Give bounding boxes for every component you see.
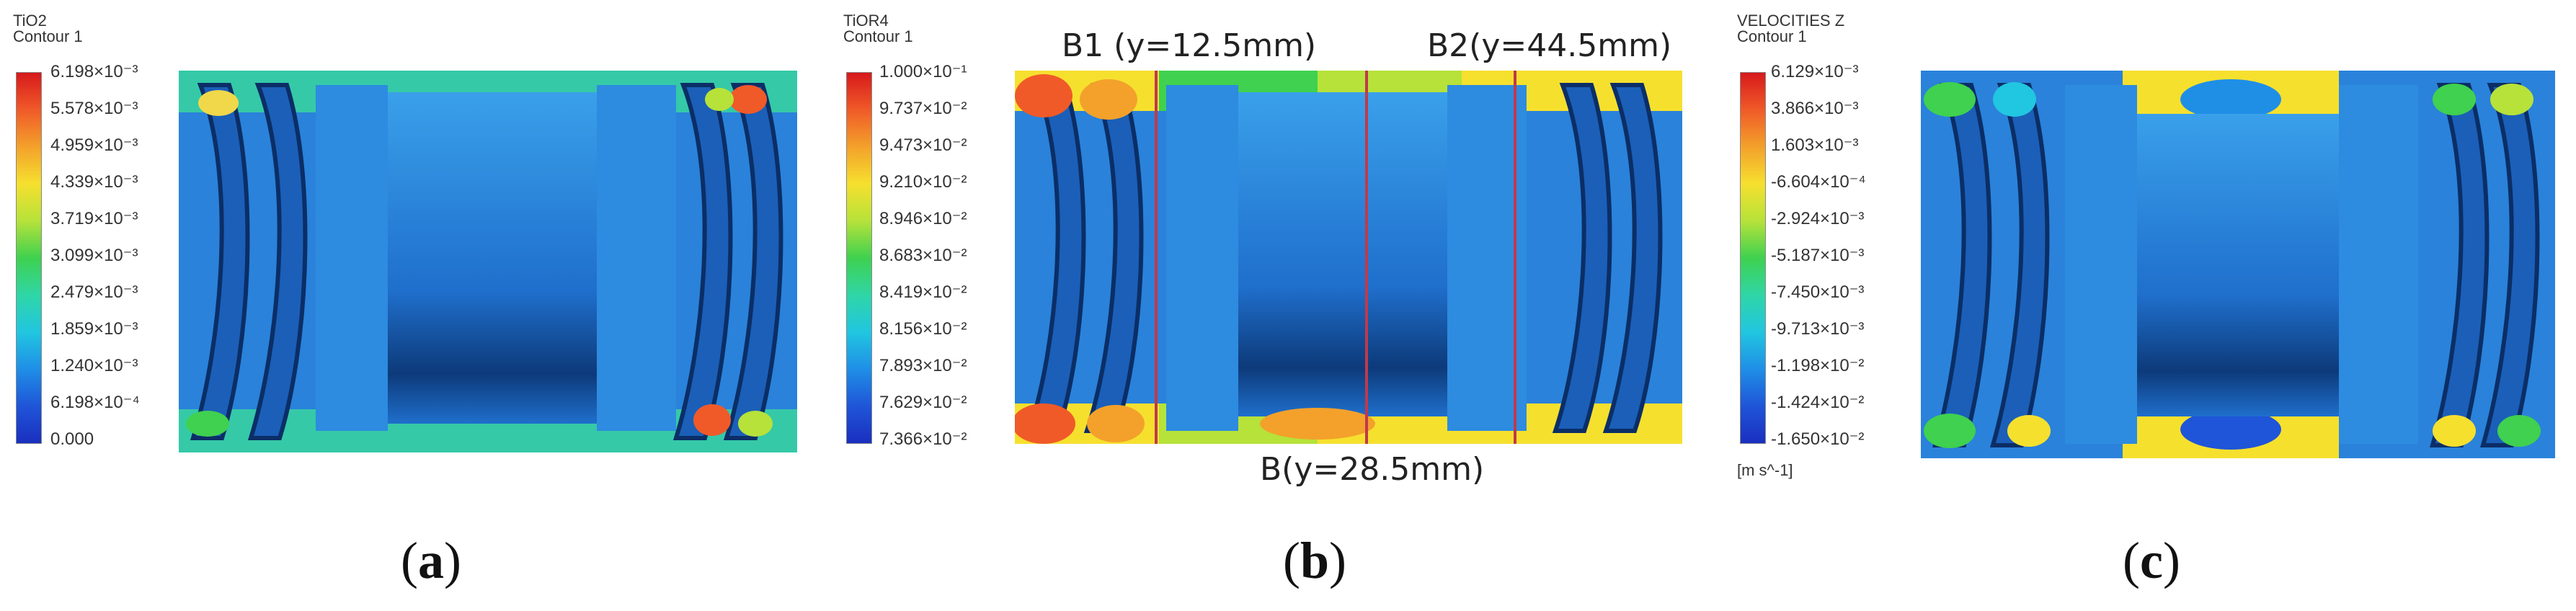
legend-subtitle: Contour 1 bbox=[1737, 27, 1807, 45]
tick-label: 4.959×10⁻³ bbox=[50, 135, 138, 155]
tick-label: -1.650×10⁻² bbox=[1771, 429, 1865, 449]
contour-plot-a bbox=[179, 71, 797, 452]
contour-image bbox=[179, 71, 797, 452]
tick-label: 1.000×10⁻¹ bbox=[879, 62, 967, 81]
colorbar bbox=[16, 72, 42, 444]
colorbar bbox=[1740, 72, 1766, 444]
tick-label: 9.737×10⁻² bbox=[879, 99, 967, 118]
tick-label: 8.419×10⁻² bbox=[879, 282, 967, 302]
tick-label: -6.604×10⁻⁴ bbox=[1771, 172, 1866, 192]
contour-plot-b bbox=[1015, 71, 1682, 444]
tick-label: 9.473×10⁻² bbox=[879, 135, 967, 155]
tick-label: -5.187×10⁻³ bbox=[1771, 246, 1865, 265]
legend-subtitle: Contour 1 bbox=[13, 27, 83, 45]
panel-caption: (a) bbox=[401, 532, 461, 589]
panel-caption: (b) bbox=[1283, 532, 1346, 589]
tick-label: 3.866×10⁻³ bbox=[1771, 99, 1859, 118]
caption-letter: b bbox=[1300, 532, 1330, 589]
tick-label: 3.099×10⁻³ bbox=[50, 246, 138, 265]
legend-title: TiOR4 bbox=[843, 12, 889, 30]
caption-open: ( bbox=[2123, 532, 2140, 589]
tick-label: 1.859×10⁻³ bbox=[50, 319, 138, 339]
tick-label: -7.450×10⁻³ bbox=[1771, 282, 1865, 302]
tick-label: 4.339×10⁻³ bbox=[50, 172, 138, 192]
caption-close: ) bbox=[1329, 532, 1347, 589]
contour-image bbox=[1921, 71, 2555, 458]
tick-label: 5.578×10⁻³ bbox=[50, 99, 138, 118]
tick-label: 1.603×10⁻³ bbox=[1771, 135, 1859, 155]
caption-open: ( bbox=[401, 532, 418, 589]
caption-close: ) bbox=[443, 532, 461, 589]
tick-label: 8.156×10⁻² bbox=[879, 319, 967, 339]
tick-label: 0.000 bbox=[50, 429, 94, 449]
legend-subtitle: Contour 1 bbox=[843, 27, 913, 45]
caption-close: ) bbox=[2162, 532, 2180, 589]
legend-title: VELOCITIES Z bbox=[1737, 12, 1845, 30]
caption-open: ( bbox=[1283, 532, 1300, 589]
caption-letter: c bbox=[2139, 532, 2163, 589]
tick-label: 7.893×10⁻² bbox=[879, 356, 967, 375]
tick-label: 7.629×10⁻² bbox=[879, 393, 967, 412]
legend-title: TiO2 bbox=[13, 12, 47, 30]
tick-label: 6.198×10⁻³ bbox=[50, 62, 138, 81]
tick-label: 6.198×10⁻⁴ bbox=[50, 393, 140, 412]
tick-label: -1.424×10⁻² bbox=[1771, 393, 1865, 412]
tick-label: 9.210×10⁻² bbox=[879, 172, 967, 192]
unit-label: [m s^-1] bbox=[1737, 461, 1793, 479]
tick-label: -9.713×10⁻³ bbox=[1771, 319, 1865, 339]
contour-plot-c bbox=[1921, 71, 2555, 458]
caption-letter: a bbox=[417, 532, 444, 589]
panel-a: TiO2 Contour 1 6.198×10⁻³ 5.578×10⁻³ 4.9… bbox=[0, 0, 829, 611]
tick-label: 2.479×10⁻³ bbox=[50, 282, 138, 302]
tick-label: 3.719×10⁻³ bbox=[50, 209, 138, 228]
panel-c: VELOCITIES Z Contour 1 6.129×10⁻³ 3.866×… bbox=[1726, 0, 2570, 611]
annotation-b2: B2(y=44.5mm) bbox=[1427, 27, 1672, 64]
annotation-b1: B1 (y=12.5mm) bbox=[1062, 27, 1317, 64]
tick-label: 8.946×10⁻² bbox=[879, 209, 967, 228]
tick-label: -2.924×10⁻³ bbox=[1771, 209, 1865, 228]
panel-b: TiOR4 Contour 1 1.000×10⁻¹ 9.737×10⁻² 9.… bbox=[836, 0, 1723, 611]
tick-label: 8.683×10⁻² bbox=[879, 246, 967, 265]
annotation-b: B(y=28.5mm) bbox=[1260, 451, 1485, 488]
tick-label: -1.198×10⁻² bbox=[1771, 356, 1865, 375]
tick-label: 1.240×10⁻³ bbox=[50, 356, 138, 375]
panel-caption: (c) bbox=[2123, 532, 2180, 589]
tick-label: 6.129×10⁻³ bbox=[1771, 62, 1859, 81]
colorbar bbox=[846, 72, 872, 444]
tick-label: 7.366×10⁻² bbox=[879, 429, 967, 449]
contour-image bbox=[1015, 71, 1682, 444]
